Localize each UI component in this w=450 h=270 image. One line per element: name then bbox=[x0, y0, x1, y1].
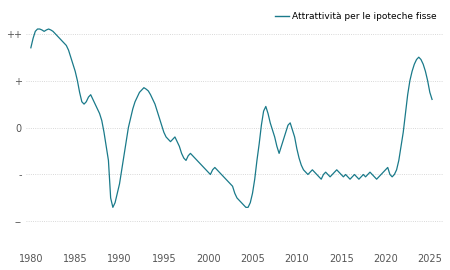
Legend: Attrattività per le ipoteche fisse: Attrattività per le ipoteche fisse bbox=[273, 10, 439, 23]
